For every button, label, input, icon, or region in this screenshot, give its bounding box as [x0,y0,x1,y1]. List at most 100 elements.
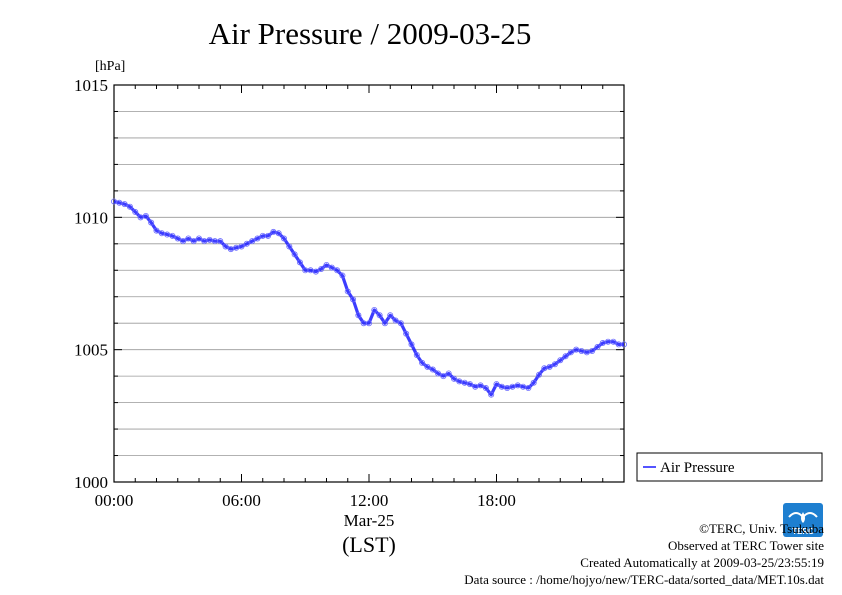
data-point [148,219,155,226]
data-point [222,243,229,250]
air-pressure-series [111,198,628,398]
data-point [365,320,372,327]
data-point [403,330,410,337]
data-point [227,246,234,253]
data-point [201,238,208,245]
data-point [610,338,617,345]
data-point [435,370,442,377]
data-point [350,296,357,303]
x-tick-label: 18:00 [477,491,516,510]
data-point [195,235,202,242]
x-axis-label: (LST) [342,532,396,557]
y-tick-label: 1005 [74,341,108,360]
terc-logo: TERC [783,503,823,537]
series-line [113,199,624,397]
data-point [111,198,118,205]
data-point [376,312,383,319]
data-point [164,231,171,238]
data-point [254,235,261,242]
x-tick-labels: 00:00 06:00 12:00 18:00 [95,491,516,510]
data-point [424,363,431,370]
data-point [233,244,240,251]
data-point [243,240,250,247]
data-point [344,288,351,295]
data-point [440,373,447,380]
data-point [312,268,319,275]
data-point [525,385,532,392]
data-point [121,201,128,208]
data-point [599,340,606,347]
data-point [280,235,287,242]
data-point [514,382,521,389]
data-point [567,349,574,356]
data-point [530,379,537,386]
data-point [594,344,601,351]
data-point [190,238,197,245]
data-point [392,317,399,324]
data-point [573,346,580,353]
data-point [589,347,596,354]
data-point [504,385,511,392]
data-point [477,382,484,389]
data-point [498,383,505,390]
data-point [158,230,165,237]
data-point [541,365,548,372]
data-point [238,243,245,250]
y-axis-unit-label: [hPa] [95,59,125,74]
data-point [270,228,277,235]
data-point [286,243,293,250]
data-point [621,341,628,348]
y-tick-labels: 1000 1005 1010 1015 [74,76,108,492]
data-point [318,265,325,272]
data-point [397,320,404,327]
data-point [520,383,527,390]
data-point [583,349,590,356]
data-point [509,383,516,390]
data-point [249,238,256,245]
data-point [116,199,123,206]
legend-label: Air Pressure [660,460,735,476]
data-point [450,375,457,382]
data-point [339,272,346,279]
data-point [472,383,479,390]
credit-source: Data source : /home/hojyo/new/TERC-data/… [464,572,824,587]
data-point [153,227,160,234]
grid-lines [114,111,624,456]
data-point [307,267,314,274]
data-point [482,385,489,392]
x-tick-label: 06:00 [222,491,261,510]
data-point [557,357,564,364]
data-point [185,235,192,242]
credit-copyright: ©TERC, Univ. Tsukuba [699,521,824,536]
legend-box [636,452,823,482]
y-tick-label: 1010 [74,208,108,227]
credit-observed: Observed at TERC Tower site [667,538,824,553]
data-point [169,232,176,239]
data-point [355,312,362,319]
data-point [536,371,543,378]
data-point [461,379,468,386]
data-point [408,341,415,348]
logo-text: TERC [792,527,814,536]
data-point [562,353,569,360]
data-point [419,359,426,366]
data-point [334,267,341,274]
data-point [466,381,473,388]
data-point [291,251,298,258]
data-point [142,213,149,220]
data-point [429,366,436,373]
y-tick-label: 1015 [74,76,108,95]
data-point [328,264,335,271]
data-point [413,351,420,358]
data-point [488,391,495,398]
data-point [445,370,452,377]
data-point [296,259,303,266]
x-tick-label: 12:00 [350,491,389,510]
data-point [578,347,585,354]
data-point [323,261,330,268]
data-point [371,306,378,313]
data-point [132,209,139,216]
legend: Air Pressure [636,452,823,482]
plot-frame [113,84,625,483]
